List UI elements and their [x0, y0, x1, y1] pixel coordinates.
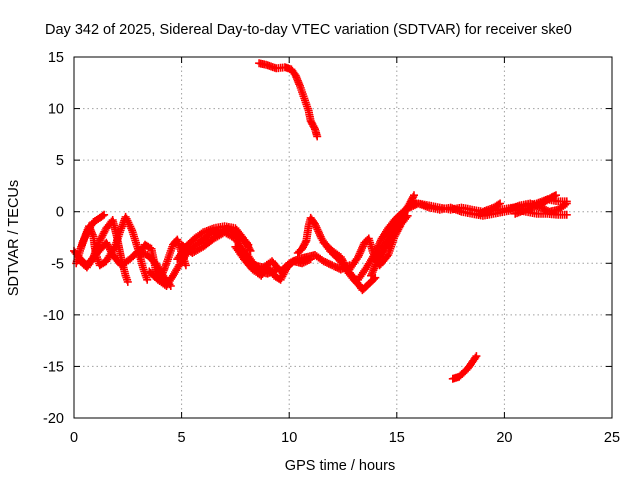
y-tick-label: 10 [48, 102, 64, 118]
series-arc-7 [173, 222, 253, 264]
series-arc-23 [448, 352, 481, 383]
x-tick-label: 10 [281, 430, 297, 446]
series-arc-22 [255, 59, 322, 141]
y-tick-label: 5 [56, 153, 64, 169]
y-tick-label: 15 [48, 50, 64, 66]
series-arc-16 [371, 191, 418, 266]
y-tick-label: -10 [43, 308, 64, 324]
series-arc-10 [242, 249, 354, 276]
data-marks [173, 222, 253, 264]
ticks: 0 5 10 15 20 25 -20 -15 -10 -5 0 5 10 15 [43, 50, 620, 446]
data-marks [76, 210, 109, 253]
series-arc-4 [76, 210, 109, 253]
data-marks [242, 249, 354, 276]
y-tick-label: -15 [43, 359, 64, 375]
y-tick-label: -20 [43, 411, 64, 427]
chart-title: Day 342 of 2025, Sidereal Day-to-day VTE… [45, 22, 572, 38]
x-tick-label: 20 [496, 430, 512, 446]
y-axis-label: SDTVAR / TECUs [6, 180, 22, 296]
grid [74, 57, 612, 418]
data-marks [371, 191, 418, 266]
y-tick-label: -5 [51, 256, 64, 272]
plot-frame [73, 56, 613, 419]
data-marks [511, 191, 560, 218]
x-tick-label: 15 [389, 430, 405, 446]
x-tick-label: 5 [178, 430, 186, 446]
data-marks [255, 59, 322, 141]
y-tick-label: 0 [56, 205, 64, 221]
x-tick-label: 0 [70, 430, 78, 446]
series-layer [70, 59, 571, 383]
x-axis-label: GPS time / hours [285, 458, 395, 474]
series-arc-21 [511, 191, 560, 218]
x-tick-label: 25 [604, 430, 620, 446]
data-marks [448, 352, 481, 383]
